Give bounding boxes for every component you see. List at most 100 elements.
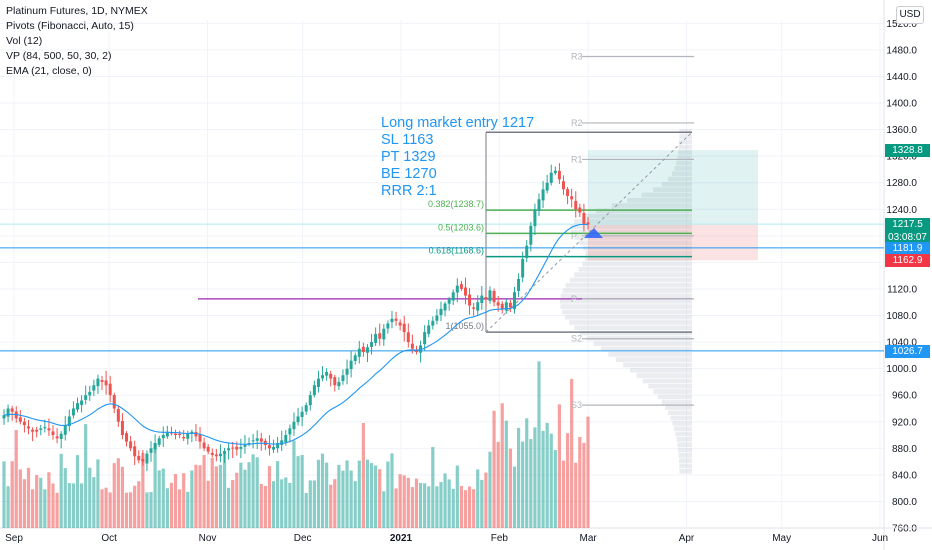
volume-bar [418, 482, 423, 528]
volume-profile-row [574, 272, 692, 277]
volume-bar [18, 469, 22, 528]
volume-bar [120, 466, 125, 528]
candle-body [223, 450, 227, 454]
volume-profile-row [671, 171, 692, 177]
volume-bar [525, 418, 529, 528]
volume-bar [406, 477, 410, 528]
volume-profile-row [608, 352, 692, 357]
candle-body [435, 315, 439, 321]
candle-body [427, 325, 431, 334]
candle-body [202, 442, 206, 449]
volume-bar [386, 461, 390, 528]
note-line: SL 1163 [381, 132, 434, 148]
candle-body [533, 209, 537, 227]
volume-bar [374, 465, 378, 528]
volume-profile-row [562, 309, 692, 315]
volume-bar [47, 472, 51, 528]
volume-profile-row [615, 357, 692, 362]
volume-bar [390, 453, 394, 528]
candle-body [561, 181, 565, 190]
price-tag: 1328.8 [885, 144, 930, 158]
volume-profile-row [574, 325, 692, 331]
volume-bar [533, 427, 537, 528]
legend-indicator[interactable]: Vol (12) [6, 35, 43, 47]
volume-profile-row [559, 298, 692, 304]
candle-body [402, 323, 406, 333]
volume-bar [349, 470, 353, 528]
volume-bar [500, 403, 504, 528]
legend-indicator[interactable]: VP (84, 500, 50, 30, 2) [6, 50, 112, 62]
volume-profile-row [648, 383, 692, 389]
note-line: PT 1329 [381, 149, 436, 165]
volume-bar [51, 483, 55, 528]
x-tick-label: Feb [491, 533, 509, 544]
volume-bar [190, 470, 194, 528]
volume-bar [280, 479, 284, 528]
y-tick-label: 960.0 [892, 391, 917, 402]
volume-bar [75, 455, 80, 528]
volume-bar [304, 492, 308, 528]
volume-profile-row [560, 293, 692, 299]
volume-profile-row [667, 176, 692, 182]
volume-bar [410, 487, 414, 528]
y-tick-label: 1000.0 [886, 364, 917, 375]
volume-profile-row [600, 346, 692, 352]
volume-bar [488, 451, 492, 528]
y-tick-label: 920.0 [892, 417, 917, 428]
volume-bar [316, 459, 321, 528]
volume-bar [186, 491, 190, 528]
note-line: RRR 2:1 [381, 183, 437, 199]
volume-bar [431, 447, 435, 528]
volume-bar [26, 467, 31, 528]
candle-body [214, 454, 218, 457]
volume-profile-row [678, 150, 692, 155]
target-zone [588, 150, 758, 225]
volume-bar [541, 430, 545, 528]
legend-indicator[interactable]: EMA (21, close, 0) [6, 65, 92, 77]
candle-body [423, 332, 427, 345]
volume-bar [59, 453, 63, 528]
candle-body [517, 278, 521, 291]
candle-body [39, 428, 43, 430]
volume-bar [586, 416, 590, 528]
volume-bar [553, 450, 557, 528]
candle-body [288, 428, 292, 435]
volume-bar [218, 464, 223, 528]
volume-profile-row [623, 362, 692, 368]
legend-indicator[interactable]: Pivots (Fibonacci, Auto, 15) [6, 20, 134, 32]
candle-body [374, 334, 378, 343]
volume-bar [231, 479, 235, 528]
volume-bar [169, 482, 174, 528]
candle-body [247, 443, 251, 445]
candle-body [194, 431, 198, 437]
volume-profile-row [593, 341, 692, 347]
candle-body [357, 348, 361, 357]
candle-body [529, 225, 533, 245]
y-tick-label: 840.0 [892, 470, 917, 481]
volume-bar [435, 486, 439, 528]
volume-bar [84, 424, 88, 528]
stop-zone [588, 224, 758, 261]
volume-profile-row [679, 128, 692, 134]
volume-bar [492, 410, 496, 528]
candle-body [100, 380, 104, 382]
volume-bar [6, 486, 10, 528]
candle-body [410, 343, 414, 349]
candle-body [541, 189, 545, 201]
candle-body [96, 378, 100, 387]
volume-bar [141, 453, 145, 528]
countdown-tag: 03:08:07 [885, 231, 930, 245]
candle-body [574, 200, 578, 210]
candle-body [104, 380, 108, 386]
volume-profile-row [583, 213, 692, 219]
y-tick-label: 1040.0 [886, 338, 917, 349]
candle-body [463, 287, 467, 296]
volume-bar [251, 454, 255, 528]
volume-profile-row [627, 197, 692, 203]
candle-body [51, 431, 55, 436]
candle-body [292, 421, 296, 430]
currency-button[interactable]: USD [896, 6, 924, 24]
legend-title: Platinum Futures, 1D, NYMEX [6, 5, 148, 17]
pivot-label: R3 [571, 52, 583, 62]
